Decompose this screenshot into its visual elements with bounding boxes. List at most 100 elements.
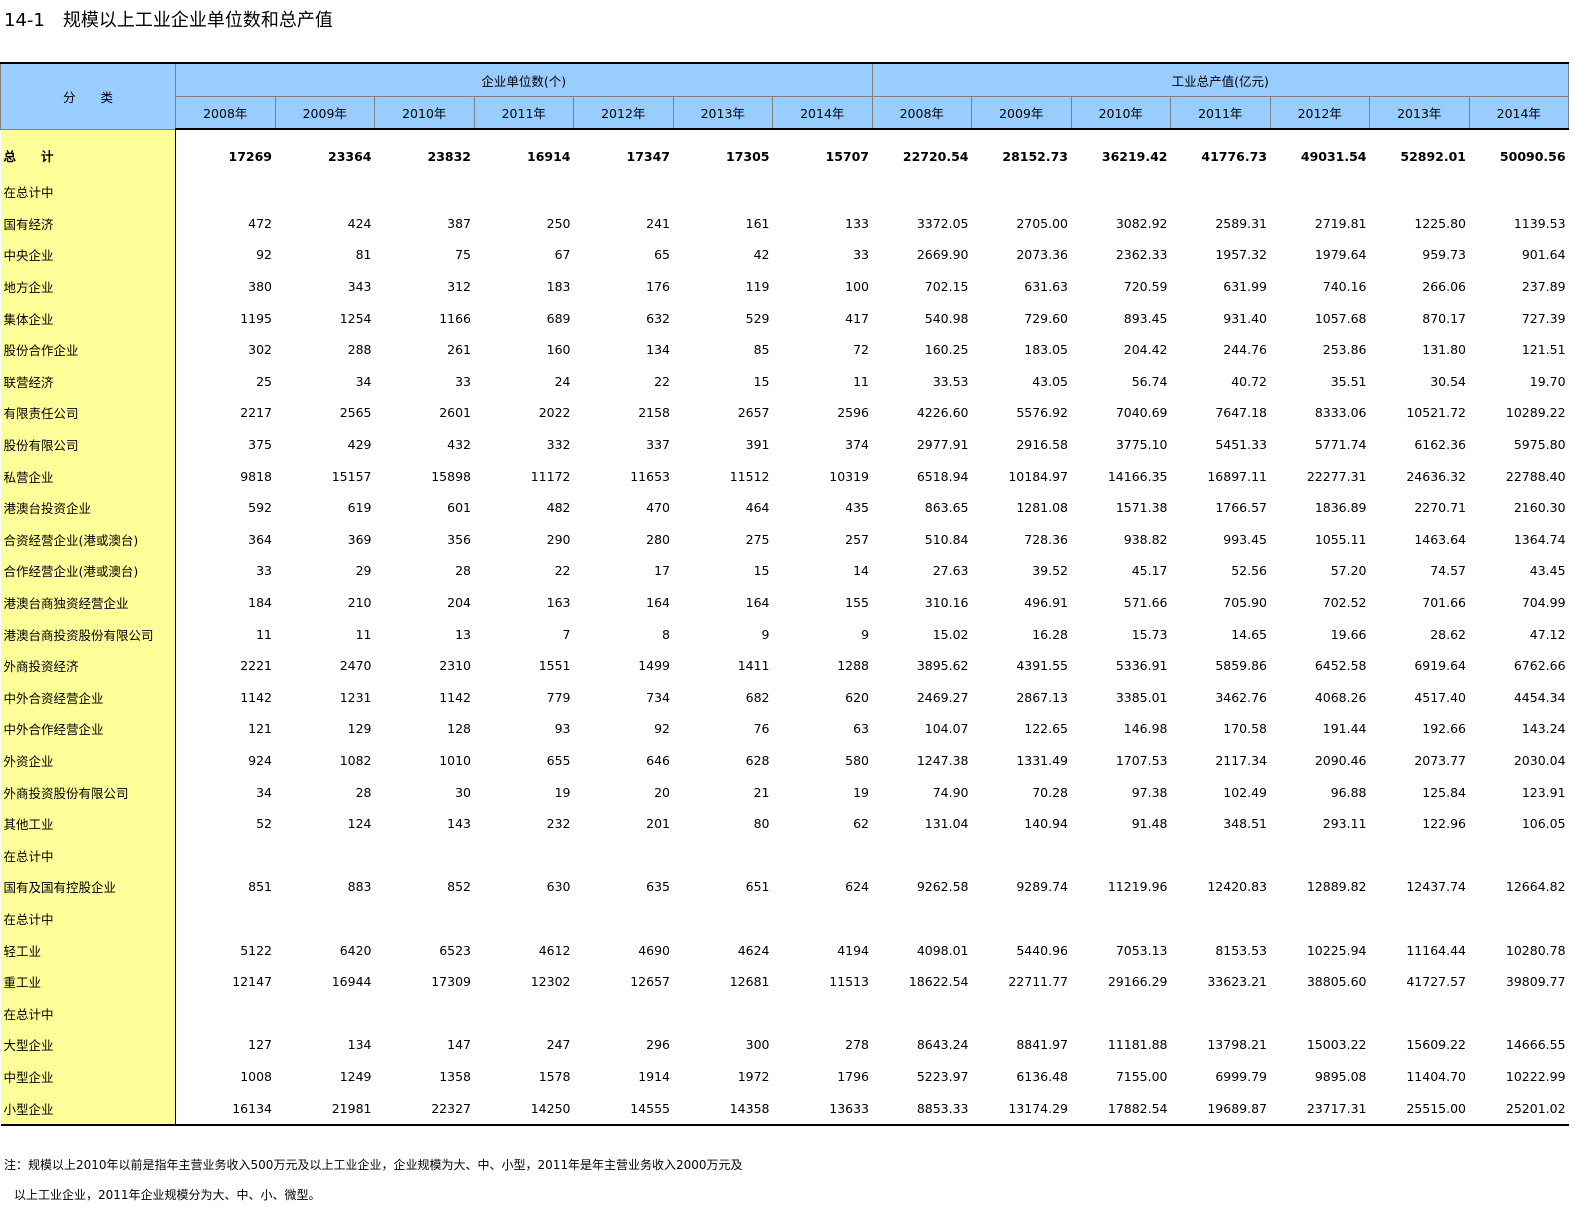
row-label: 股份合作企业 [0, 333, 176, 366]
cell [1270, 903, 1370, 935]
cell [1270, 997, 1370, 1029]
cell: 343 [347, 279, 372, 295]
cell: 1249 [339, 1068, 372, 1084]
cell: 63 [853, 721, 870, 737]
cell: 52.56 [1231, 563, 1268, 579]
cell: 22 [554, 563, 571, 579]
cell: 2158 [638, 405, 670, 421]
cell [972, 903, 1072, 935]
cell: 34 [355, 373, 372, 389]
cell: 129 [347, 721, 372, 737]
cell: 1979.64 [1314, 247, 1367, 263]
cell: 391 [745, 437, 770, 453]
cell [574, 839, 674, 871]
cell: 134 [646, 342, 670, 358]
cell: 7647.18 [1215, 405, 1268, 421]
year-header: 2012年 [1269, 96, 1371, 130]
cell: 191.44 [1322, 721, 1367, 737]
cell: 30.54 [1430, 373, 1467, 389]
data-row: 有限责任公司 2217 2565 2601 2022 2158 2657 2596 4226.6… [0, 397, 1569, 429]
cell: 10225.94 [1306, 942, 1367, 958]
cell: 143.24 [1521, 721, 1566, 737]
cell: 20 [654, 784, 670, 800]
cell: 23717.31 [1270, 1092, 1370, 1126]
row-label: 私营企业 [0, 460, 176, 492]
cell: 65 [654, 247, 670, 263]
cell: 147 [447, 1037, 471, 1053]
cell: 266.06 [1422, 279, 1467, 295]
cell: 28152.73 [1002, 148, 1069, 164]
cell: 540.98 [924, 310, 969, 326]
cell: 417 [845, 310, 870, 326]
cell: 464 [745, 500, 770, 516]
cell: 893.45 [1123, 310, 1168, 326]
cell: 17305 [726, 148, 770, 164]
cell: 11653 [630, 468, 670, 484]
cell: 75 [455, 247, 471, 263]
cell: 1142 [439, 689, 471, 705]
cell: 3462.76 [1215, 689, 1268, 705]
data-row: 国有及国有控股企业 851 883 852 630 635 651 624 9262.58 928… [0, 871, 1569, 903]
data-row: 国有经济 472 424 387 250 241 161 133 3372.05 2705.00 3… [0, 207, 1569, 240]
cell: 14555 [573, 1092, 673, 1126]
cell [574, 903, 674, 935]
cell: 628 [745, 752, 770, 768]
cell: 5122 [240, 942, 272, 958]
cell: 356 [447, 531, 471, 547]
year-header: 2008年 [175, 96, 276, 130]
cell [1171, 903, 1271, 935]
year-header: 2010年 [374, 96, 475, 130]
cell: 472 [248, 215, 272, 231]
cell: 12147 [232, 974, 272, 990]
cell: 127 [248, 1037, 272, 1053]
cell: 131.80 [1422, 342, 1467, 358]
cell: 6999.79 [1215, 1068, 1268, 1084]
cell: 6523 [439, 942, 471, 958]
cell: 18622.54 [908, 974, 969, 990]
cell: 204.42 [1123, 342, 1168, 358]
cell: 959.73 [1422, 247, 1467, 263]
cell: 11181.88 [1107, 1037, 1168, 1053]
cell: 25515.00 [1369, 1092, 1470, 1126]
cell: 9289.74 [1016, 879, 1069, 895]
row-label: 联营经济 [0, 365, 176, 398]
cell: 2601 [439, 405, 471, 421]
cell: 728.36 [1024, 531, 1069, 547]
cell: 631.99 [1223, 279, 1268, 295]
cell: 310.16 [924, 595, 969, 611]
title: 14-1 规模以上工业企业单位数和总产值 [4, 10, 333, 31]
cell: 8 [662, 626, 670, 642]
cell: 19 [853, 784, 870, 800]
cell: 17309 [431, 974, 471, 990]
data-row: 地方企业 380 343 312 183 176 119 100 702.15 631.63 720… [0, 270, 1569, 303]
cell: 852 [447, 879, 471, 895]
cell: 204 [447, 595, 471, 611]
cell: 40.72 [1231, 373, 1268, 389]
cell: 655 [546, 752, 571, 768]
cell: 705.90 [1223, 595, 1268, 611]
row-label: 在总计中 [0, 902, 176, 935]
cell: 247 [546, 1037, 571, 1053]
cell: 734 [646, 689, 670, 705]
cell: 619 [347, 500, 372, 516]
cell: 47.12 [1529, 626, 1566, 642]
cell: 6136.48 [1016, 1068, 1069, 1084]
cell: 278 [845, 1037, 870, 1053]
cell: 17347 [626, 148, 671, 164]
cell: 1766.57 [1215, 500, 1268, 516]
cell: 183 [546, 279, 571, 295]
cell: 11 [853, 373, 870, 389]
cell: 41727.57 [1406, 974, 1467, 990]
cell [474, 997, 574, 1029]
cell: 12657 [630, 974, 670, 990]
cell: 1499 [638, 658, 670, 674]
row-label: 港澳台商独资经营企业 [0, 586, 176, 619]
cell: 232 [546, 816, 571, 832]
cell: 1551 [538, 658, 571, 674]
cell: 11513 [829, 974, 870, 990]
data-row: 股份合作企业 302 288 261 160 134 85 72 160.25 183.05 204… [0, 333, 1569, 366]
cell: 14 [853, 563, 870, 579]
data-row: 私营企业 9818 15157 15898 11172 11653 11512 10319 65… [0, 460, 1569, 492]
row-label: 中央企业 [0, 239, 176, 271]
cell: 2073.36 [1016, 247, 1069, 263]
